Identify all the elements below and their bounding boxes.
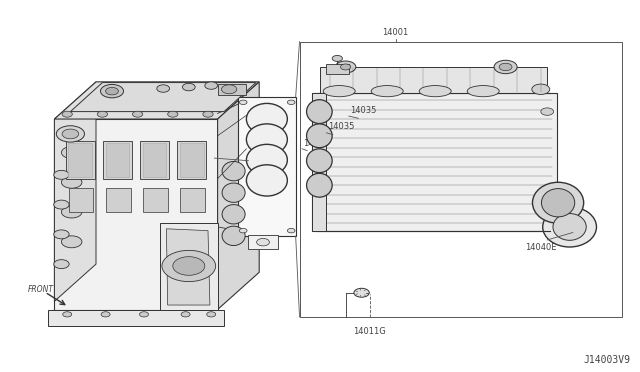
Text: 14035: 14035 bbox=[328, 122, 354, 131]
Circle shape bbox=[61, 147, 82, 158]
Ellipse shape bbox=[532, 182, 584, 223]
Circle shape bbox=[340, 64, 351, 70]
Circle shape bbox=[162, 250, 216, 282]
Circle shape bbox=[54, 200, 69, 209]
Bar bbox=[106, 143, 129, 177]
Ellipse shape bbox=[307, 173, 332, 197]
Polygon shape bbox=[312, 93, 557, 231]
Polygon shape bbox=[54, 119, 218, 310]
Text: J14003V9: J14003V9 bbox=[584, 355, 630, 365]
Bar bbox=[66, 141, 95, 179]
Circle shape bbox=[62, 129, 79, 139]
Ellipse shape bbox=[467, 86, 499, 97]
Circle shape bbox=[168, 111, 178, 117]
Polygon shape bbox=[70, 83, 256, 112]
Ellipse shape bbox=[222, 161, 245, 181]
Text: SEC.111: SEC.111 bbox=[250, 156, 279, 162]
Text: FRONT: FRONT bbox=[28, 285, 54, 294]
Bar bbox=[326, 64, 349, 74]
Bar bbox=[103, 141, 132, 179]
Circle shape bbox=[101, 312, 110, 317]
Circle shape bbox=[61, 206, 82, 218]
Text: 14035: 14035 bbox=[303, 139, 330, 148]
Bar bbox=[180, 143, 204, 177]
Circle shape bbox=[100, 84, 124, 98]
Circle shape bbox=[157, 85, 170, 92]
Text: 14035: 14035 bbox=[350, 106, 376, 115]
Polygon shape bbox=[312, 93, 326, 231]
Circle shape bbox=[61, 236, 82, 248]
Circle shape bbox=[132, 111, 143, 117]
Circle shape bbox=[335, 61, 356, 73]
Circle shape bbox=[239, 228, 247, 233]
Ellipse shape bbox=[246, 165, 287, 196]
Circle shape bbox=[354, 288, 369, 297]
Circle shape bbox=[140, 312, 148, 317]
Circle shape bbox=[203, 111, 213, 117]
Circle shape bbox=[287, 228, 295, 233]
Circle shape bbox=[54, 230, 69, 239]
Circle shape bbox=[207, 312, 216, 317]
Polygon shape bbox=[48, 310, 224, 326]
Circle shape bbox=[532, 84, 550, 94]
Polygon shape bbox=[218, 82, 259, 310]
Circle shape bbox=[205, 82, 218, 89]
Bar bbox=[248, 235, 278, 249]
Polygon shape bbox=[54, 82, 259, 119]
Circle shape bbox=[499, 63, 512, 71]
Circle shape bbox=[239, 100, 247, 105]
Bar bbox=[143, 143, 166, 177]
Ellipse shape bbox=[222, 205, 245, 224]
Bar bbox=[143, 188, 168, 212]
Ellipse shape bbox=[541, 189, 575, 217]
Circle shape bbox=[173, 257, 205, 275]
Circle shape bbox=[54, 260, 69, 269]
Ellipse shape bbox=[307, 149, 332, 173]
Polygon shape bbox=[54, 82, 96, 301]
Bar bbox=[106, 188, 131, 212]
Ellipse shape bbox=[246, 124, 287, 155]
Ellipse shape bbox=[323, 86, 355, 97]
Circle shape bbox=[106, 87, 118, 95]
Polygon shape bbox=[238, 97, 296, 236]
Text: 14040E: 14040E bbox=[525, 243, 556, 252]
Circle shape bbox=[332, 55, 342, 61]
Circle shape bbox=[63, 312, 72, 317]
Circle shape bbox=[181, 312, 190, 317]
Text: 14011G: 14011G bbox=[353, 327, 387, 336]
Polygon shape bbox=[320, 67, 547, 93]
Circle shape bbox=[62, 111, 72, 117]
Bar bbox=[300, 42, 622, 317]
Ellipse shape bbox=[222, 183, 245, 202]
Bar bbox=[218, 84, 246, 95]
Circle shape bbox=[97, 111, 108, 117]
Circle shape bbox=[287, 100, 295, 105]
Ellipse shape bbox=[307, 100, 332, 124]
Polygon shape bbox=[160, 223, 218, 310]
Text: 14001: 14001 bbox=[382, 28, 409, 37]
Ellipse shape bbox=[371, 86, 403, 97]
Ellipse shape bbox=[222, 226, 245, 246]
Circle shape bbox=[182, 83, 195, 91]
Ellipse shape bbox=[543, 207, 596, 247]
Ellipse shape bbox=[553, 214, 586, 240]
Circle shape bbox=[61, 176, 82, 188]
Circle shape bbox=[257, 238, 269, 246]
Bar bbox=[180, 188, 205, 212]
Bar bbox=[68, 143, 92, 177]
Circle shape bbox=[494, 60, 517, 74]
Ellipse shape bbox=[246, 103, 287, 135]
Ellipse shape bbox=[246, 144, 287, 176]
Ellipse shape bbox=[419, 86, 451, 97]
Bar bbox=[177, 141, 206, 179]
Circle shape bbox=[56, 126, 84, 142]
Circle shape bbox=[541, 108, 554, 115]
Bar bbox=[140, 141, 169, 179]
Ellipse shape bbox=[307, 124, 332, 148]
Text: 【11041】: 【11041】 bbox=[250, 162, 280, 169]
Bar bbox=[69, 188, 93, 212]
Circle shape bbox=[221, 85, 237, 94]
Polygon shape bbox=[166, 229, 210, 305]
Circle shape bbox=[54, 170, 69, 179]
